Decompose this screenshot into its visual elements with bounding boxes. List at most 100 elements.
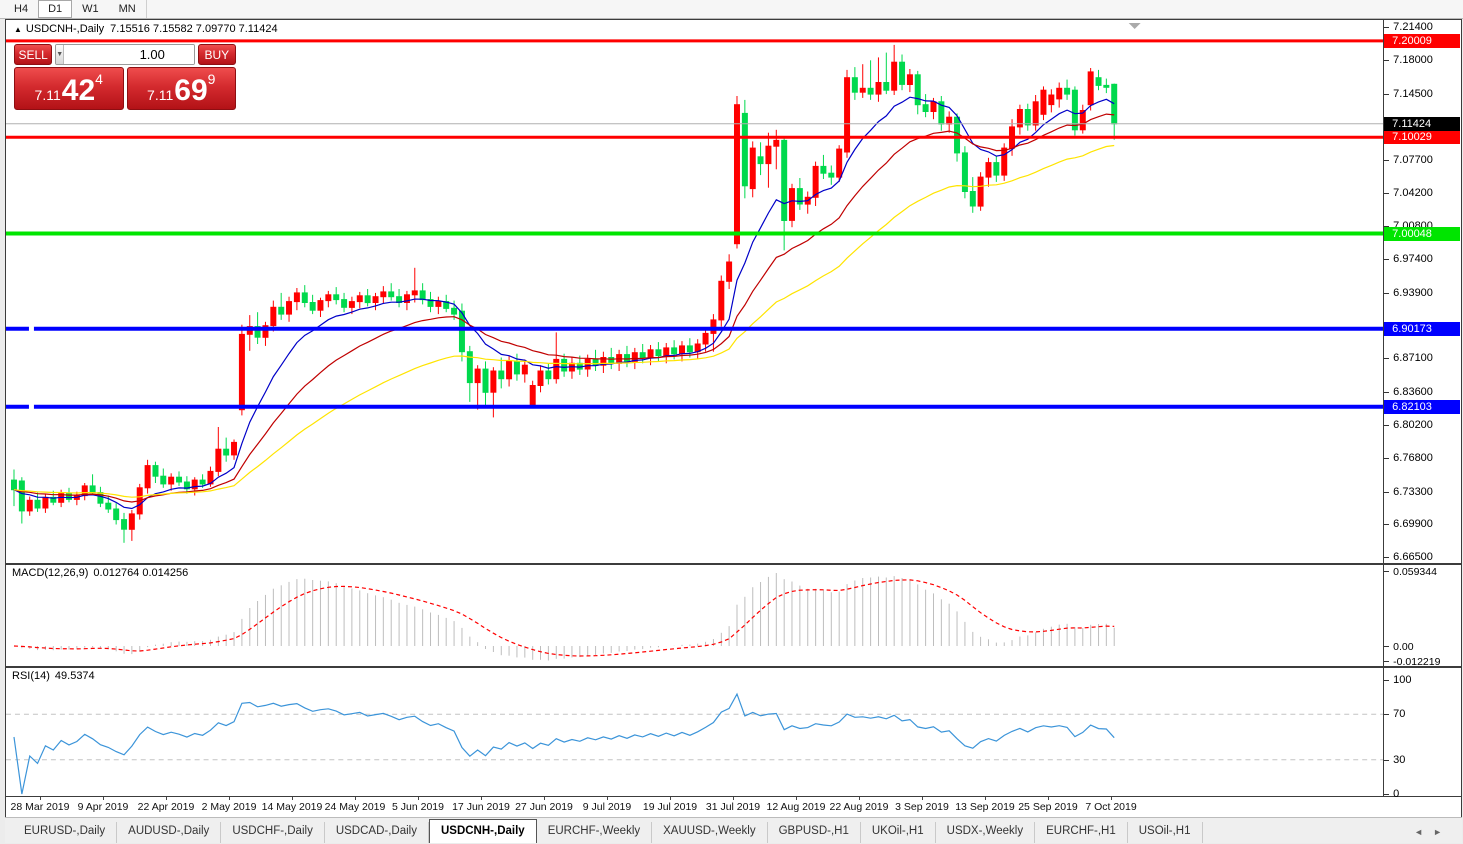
chart-tab-audusd[interactable]: AUDUSD-,Daily: [117, 822, 222, 843]
buy-price-sup: 9: [207, 71, 216, 87]
chart-tab-eurchf[interactable]: EURCHF-,Weekly: [537, 822, 653, 843]
rsi-label: RSI(14) 49.5374: [12, 670, 100, 682]
rsi-panel: RSI(14) 49.5374 100 70 30 0: [5, 667, 1462, 800]
price-tick: [1384, 60, 1390, 61]
date-tick: [103, 797, 104, 800]
macd-plot[interactable]: MACD(12,26,9) 0.012764 0.014256: [6, 565, 1383, 666]
date-label: 17 Jun 2019: [452, 801, 510, 813]
date-tick: [229, 797, 230, 800]
time-axis[interactable]: 28 Mar 2019 9 Apr 2019 22 Apr 2019 2 May 20…: [5, 797, 1462, 817]
chart-tab-usdchf[interactable]: USDCHF-,Daily: [221, 822, 325, 843]
buy-button[interactable]: BUY: [197, 44, 236, 65]
timeframe-button-d1[interactable]: D1: [38, 0, 73, 18]
chart-tab-gbpusd[interactable]: GBPUSD-,H1: [768, 822, 861, 843]
macd-panel: MACD(12,26,9) 0.012764 0.014256 0.059344 0…: [5, 564, 1462, 668]
chart-tab-usdcad[interactable]: USDCAD-,Daily: [325, 822, 429, 843]
level-price-tag: 7.10029: [1384, 130, 1460, 144]
macd-axis[interactable]: 0.059344 0.00 -0.012219: [1383, 565, 1461, 668]
buy-price-button[interactable]: 7.11 69 9: [126, 67, 236, 110]
date-tick: [166, 797, 167, 800]
macd-tick: [1384, 646, 1390, 647]
chart-title: ▲ USDCNH-,Daily 7.15516 7.15582 7.09770 7.…: [14, 23, 278, 35]
date-label: 14 May 2019: [261, 801, 323, 813]
chart-tab-eurchf[interactable]: EURCHF-,H1: [1035, 822, 1128, 843]
price-tick-label: 7.07700: [1393, 154, 1433, 166]
date-tick: [796, 797, 797, 800]
date-label: 9 Apr 2019: [77, 801, 129, 813]
timeframe-button-h4[interactable]: H4: [14, 3, 29, 15]
price-tick: [1384, 193, 1390, 194]
sell-price-prefix: 7.11: [34, 87, 61, 103]
price-tick-label: 6.93900: [1393, 287, 1433, 299]
tab-scroll-left-icon[interactable]: ◄: [1414, 827, 1434, 837]
volume-stepper: ▼ ▲: [55, 44, 195, 65]
buy-price-big: 69: [174, 74, 208, 107]
timeframe-button-mn[interactable]: MN: [118, 3, 136, 15]
date-tick: [292, 797, 293, 800]
macd-tick-label: -0.012219: [1393, 656, 1441, 668]
price-tick-label: 6.97400: [1393, 253, 1433, 265]
rsi-tick-label: 100: [1393, 674, 1412, 686]
volume-decrease-button[interactable]: ▼: [56, 45, 65, 64]
chart-window: ▲ USDCNH-,Daily 7.15516 7.15582 7.09770 7.…: [5, 19, 1462, 844]
timeframe-button-w1[interactable]: W1: [82, 3, 99, 15]
date-tick: [859, 797, 860, 800]
rsi-axis[interactable]: 100 70 30 0: [1383, 668, 1461, 800]
rsi-plot[interactable]: RSI(14) 49.5374: [6, 668, 1384, 796]
date-tick: [418, 797, 419, 800]
rsi-tick: [1384, 760, 1390, 761]
date-label: 22 Apr 2019: [137, 801, 195, 813]
macd-label: MACD(12,26,9) 0.012764 0.014256: [12, 567, 193, 579]
price-tick: [1384, 94, 1390, 95]
macd-tick-label: 0.059344: [1393, 566, 1437, 578]
price-tick: [1384, 524, 1390, 525]
timeframe-toolbar: H4 D1 W1 MN: [0, 0, 1463, 19]
date-label: 13 Sep 2019: [955, 801, 1015, 813]
price-tick-label: 7.21400: [1393, 21, 1433, 33]
price-tick-label: 6.87100: [1393, 352, 1433, 364]
date-tick: [544, 797, 545, 800]
date-label: 9 Jul 2019: [582, 801, 632, 813]
date-tick: [670, 797, 671, 800]
macd-name: MACD(12,26,9): [12, 567, 89, 579]
price-tick: [1384, 492, 1390, 493]
macd-tick: [1384, 571, 1390, 572]
main-chart-plot[interactable]: ▲ USDCNH-,Daily 7.15516 7.15582 7.09770 7.…: [6, 20, 1384, 563]
chart-tab-usdx[interactable]: USDX-,Weekly: [936, 822, 1036, 843]
price-tick-label: 7.14500: [1393, 88, 1433, 100]
main-chart-panel: ▲ USDCNH-,Daily 7.15516 7.15582 7.09770 7.…: [5, 19, 1462, 564]
chart-tab-eurusd[interactable]: EURUSD-,Daily: [13, 822, 118, 843]
price-axis[interactable]: 7.214007.180007.145007.110007.077007.042…: [1383, 20, 1461, 563]
rsi-tick: [1384, 680, 1390, 681]
level-price-tag: 6.90173: [1384, 322, 1460, 336]
price-tick: [1384, 458, 1390, 459]
timeframe-buttons: H4 D1 W1 MN: [0, 0, 147, 18]
rsi-tick: [1384, 794, 1390, 795]
price-tick: [1384, 259, 1390, 260]
date-label: 5 Jun 2019: [392, 801, 444, 813]
level-price-tag: 6.82103: [1384, 400, 1460, 414]
sell-price-button[interactable]: 7.11 42 4: [14, 67, 124, 110]
chart-tab-ukoil[interactable]: UKOil-,H1: [861, 822, 936, 843]
tab-scroll-right-icon[interactable]: ►: [1433, 827, 1452, 837]
sell-button[interactable]: SELL: [14, 44, 53, 65]
sell-price-sup: 4: [95, 71, 103, 87]
chart-tab-usoil[interactable]: USOil-,H1: [1128, 822, 1203, 843]
chart-tabs: EURUSD-,Daily AUDUSD-,Daily USDCHF-,Daily U…: [13, 819, 1203, 843]
price-tick-label: 7.18000: [1393, 54, 1433, 66]
date-label: 25 Sep 2019: [1018, 801, 1078, 813]
rsi-value: 49.5374: [54, 670, 95, 682]
price-tick-label: 7.04200: [1393, 187, 1433, 199]
chart-symbol-label: USDCNH-,Daily: [25, 23, 105, 35]
volume-input[interactable]: [64, 45, 194, 64]
rsi-tick-label: 70: [1393, 708, 1406, 720]
rsi-name: RSI(14): [12, 670, 50, 682]
date-label: 31 Jul 2019: [705, 801, 761, 813]
rsi-tick: [1384, 714, 1390, 715]
date-tick: [607, 797, 608, 800]
date-label: 19 Jul 2019: [642, 801, 698, 813]
chart-tab-usdcnh[interactable]: USDCNH-,Daily: [428, 819, 537, 843]
price-tick-label: 6.76800: [1393, 452, 1433, 464]
price-tick-label: 6.83600: [1393, 386, 1433, 398]
chart-tab-xauusd[interactable]: XAUUSD-,Weekly: [652, 822, 768, 843]
